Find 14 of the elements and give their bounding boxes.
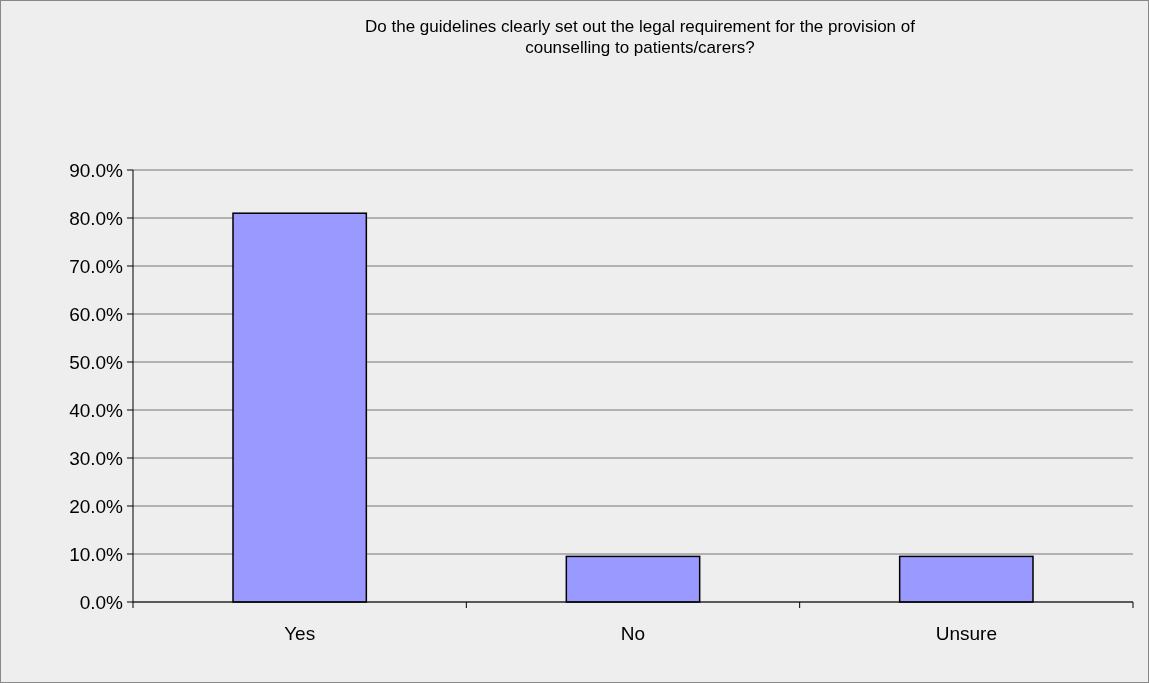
- y-tick-label: 70.0%: [69, 255, 124, 277]
- y-tick-label: 20.0%: [69, 495, 124, 517]
- y-tick-label: 80.0%: [69, 207, 124, 229]
- y-tick-label: 60.0%: [69, 303, 124, 325]
- y-tick-label: 10.0%: [69, 543, 124, 565]
- y-tick-label: 40.0%: [69, 399, 124, 421]
- y-tick-label: 30.0%: [69, 447, 124, 469]
- chart-title: Do the guidelines clearly set out the legal requirement for the provision of counselling to patients/carers?: [365, 17, 916, 57]
- y-tick-label: 90.0%: [69, 159, 124, 181]
- x-tick-label: No: [620, 623, 646, 644]
- x-tick-label: Yes: [284, 623, 316, 644]
- y-tick-label: 0.0%: [79, 591, 124, 613]
- x-tick-label: Unsure: [935, 623, 997, 644]
- y-tick-label: 50.0%: [69, 351, 124, 373]
